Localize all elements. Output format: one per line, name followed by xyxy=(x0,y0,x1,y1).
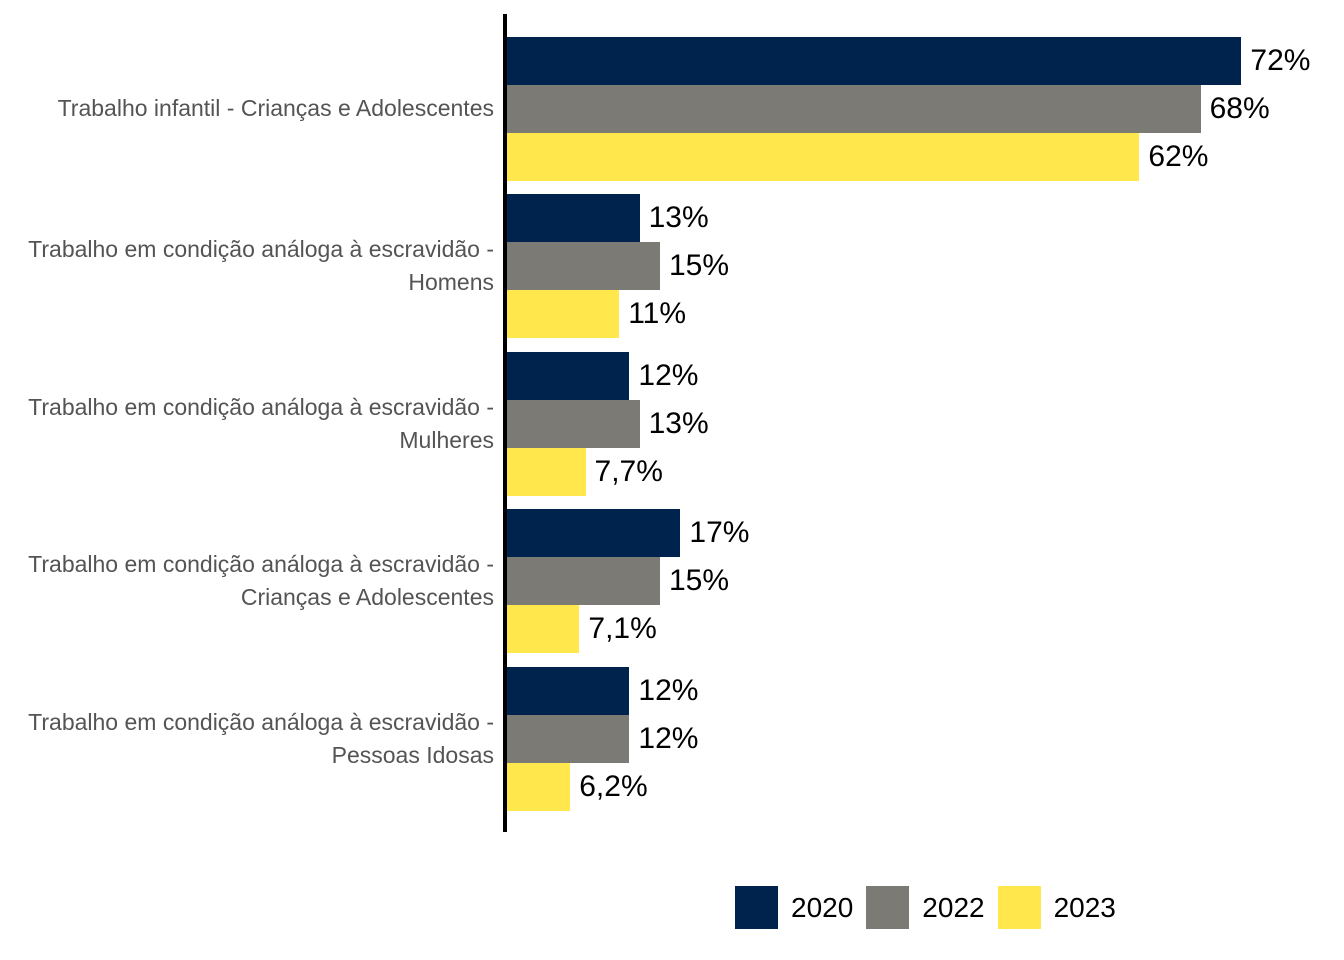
value-label: 12% xyxy=(638,673,699,707)
bar-2020 xyxy=(507,351,630,400)
bar-row: 11% xyxy=(507,290,1344,339)
category-label: Trabalho em condição análoga à escravidã… xyxy=(28,551,494,611)
value-label: 68% xyxy=(1209,91,1270,125)
value-label: 6,2% xyxy=(579,769,648,803)
bar-2022 xyxy=(507,399,640,448)
bar-2023 xyxy=(507,762,571,811)
bar-row: 12% xyxy=(507,351,1344,400)
legend-swatch xyxy=(997,886,1041,929)
value-label: 15% xyxy=(669,249,730,283)
bar-group: 17% 15% 7,1% xyxy=(507,509,1344,654)
bar-row: 17% xyxy=(507,509,1344,558)
bar-row: 12% xyxy=(507,714,1344,763)
value-label: 7,1% xyxy=(588,612,657,646)
bar-row: 7,7% xyxy=(507,447,1344,496)
bar-row: 15% xyxy=(507,557,1344,606)
bar-row: 68% xyxy=(507,84,1344,133)
legend: 2020 2022 2023 xyxy=(735,886,1129,929)
legend-label: 2020 xyxy=(791,891,854,923)
value-label: 13% xyxy=(648,406,709,440)
value-label: 12% xyxy=(638,358,699,392)
bar-group: 12% 13% 7,7% xyxy=(507,351,1344,496)
category-group: Trabalho em condição análoga à escravidã… xyxy=(0,503,1344,661)
value-label: 13% xyxy=(648,201,709,235)
bar-2022 xyxy=(507,557,660,606)
bar-row: 6,2% xyxy=(507,762,1344,811)
category-label: Trabalho em condição análoga à escravidã… xyxy=(28,393,494,453)
bar-row: 62% xyxy=(507,132,1344,181)
value-label: 72% xyxy=(1250,43,1311,77)
legend-swatch xyxy=(735,886,778,929)
category-group: Trabalho em condição análoga à escravidã… xyxy=(0,660,1344,818)
legend-item-2020: 2020 xyxy=(735,886,859,929)
category-label: Trabalho infantil - Crianças e Adolescen… xyxy=(57,95,494,122)
value-label: 11% xyxy=(628,297,687,331)
bar-row: 7,1% xyxy=(507,605,1344,654)
bar-group: 72% 68% 62% xyxy=(507,36,1344,181)
legend-swatch xyxy=(866,886,910,929)
value-label: 17% xyxy=(689,516,750,550)
value-label: 62% xyxy=(1148,139,1209,173)
bar-2022 xyxy=(507,242,660,291)
bar-2020 xyxy=(507,666,630,715)
category-group: Trabalho infantil - Crianças e Adolescen… xyxy=(0,30,1344,188)
bar-2020 xyxy=(507,509,681,558)
bar-2023 xyxy=(507,447,586,496)
bar-2023 xyxy=(507,132,1140,181)
value-label: 15% xyxy=(669,564,730,598)
bar-2022 xyxy=(507,714,630,763)
bar-group: 12% 12% 6,2% xyxy=(507,666,1344,811)
legend-label: 2023 xyxy=(1053,891,1116,923)
bar-2023 xyxy=(507,290,620,339)
value-label: 7,7% xyxy=(594,454,663,488)
bar-group: 13% 15% 11% xyxy=(507,194,1344,339)
category-label: Trabalho em condição análoga à escravidã… xyxy=(28,236,494,296)
category-group: Trabalho em condição análoga à escravidã… xyxy=(0,188,1344,346)
category-label: Trabalho em condição análoga à escravidã… xyxy=(28,708,494,768)
bar-2023 xyxy=(507,605,580,654)
bar-row: 15% xyxy=(507,242,1344,291)
bar-row: 12% xyxy=(507,666,1344,715)
legend-item-2023: 2023 xyxy=(997,886,1122,929)
value-label: 12% xyxy=(638,721,699,755)
y-axis-line xyxy=(503,14,507,832)
bar-2020 xyxy=(507,194,640,243)
chart-plot-area: Trabalho infantil - Crianças e Adolescen… xyxy=(0,30,1344,818)
bar-row: 72% xyxy=(507,36,1344,85)
bar-row: 13% xyxy=(507,194,1344,243)
legend-label: 2022 xyxy=(922,891,985,923)
bar-2022 xyxy=(507,84,1201,133)
legend-item-2022: 2022 xyxy=(866,886,990,929)
bar-row: 13% xyxy=(507,399,1344,448)
category-group: Trabalho em condição análoga à escravidã… xyxy=(0,345,1344,503)
bar-2020 xyxy=(507,36,1242,85)
